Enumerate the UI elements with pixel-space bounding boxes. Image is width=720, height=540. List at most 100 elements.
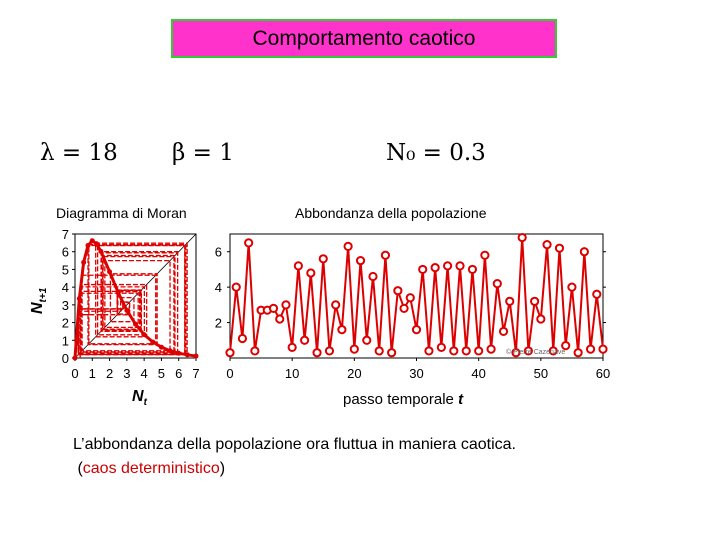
param-beta: β = 1: [172, 140, 234, 166]
moran-ytick-label: 0: [62, 351, 69, 366]
moran-curve-point: [167, 348, 173, 354]
series-xlabel: passo temporale t: [343, 391, 464, 408]
series-point: [561, 341, 571, 351]
series-xtick-label: 50: [534, 366, 548, 381]
series-point: [511, 348, 521, 358]
moran-title: Diagramma di Moran: [56, 205, 187, 221]
moran-curve-point: [133, 321, 138, 327]
series-point: [536, 314, 546, 324]
moran-curve-point: [76, 296, 82, 302]
series-point: [331, 300, 341, 310]
moran-xtick-label: 1: [89, 366, 96, 381]
series-xtick-label: 40: [471, 366, 485, 381]
series-ytick-label: 6: [215, 245, 222, 260]
series-point: [268, 303, 279, 314]
moran-xtick-label: 6: [175, 366, 182, 381]
moran-ytick-label: 7: [62, 227, 69, 242]
series-annotation: © Pierre Cazenave: [506, 348, 565, 356]
series-point: [225, 348, 235, 358]
series-point: [293, 261, 303, 271]
series-point: [405, 293, 415, 303]
series-point: [517, 232, 527, 243]
series-point: [312, 348, 322, 358]
moran-ytick-label: 2: [62, 316, 69, 331]
series-point: [237, 333, 248, 344]
moran-ytick-label: 1: [62, 333, 69, 348]
series-xtick-label: 30: [409, 366, 423, 381]
series-point: [530, 296, 540, 306]
moran-ytick-label: 3: [62, 298, 69, 313]
moran-curve-point: [94, 241, 100, 247]
moran-xtick-label: 2: [106, 366, 113, 381]
series-point: [480, 250, 490, 260]
series-xtick-label: 60: [596, 366, 610, 381]
caption-paren-open: (: [77, 460, 83, 477]
series-point: [585, 344, 596, 354]
series-point: [554, 243, 565, 253]
series-point: [486, 344, 496, 354]
moran-axes-box: [74, 233, 197, 359]
moran-xtick-label: 5: [158, 366, 165, 381]
series-point: [424, 346, 434, 356]
series-title: Abbondanza della popolazione: [295, 205, 487, 221]
series-point: [579, 247, 589, 257]
series-point: [455, 261, 465, 271]
series-point: [449, 346, 459, 356]
series-line: [229, 237, 604, 353]
title-box: Comportamento caotico: [171, 19, 557, 58]
moran-ytick-label: 5: [62, 262, 69, 277]
series-point: [542, 240, 552, 250]
param-n0: N₀ = 0.3: [386, 140, 486, 166]
series-ytick-label: 2: [215, 316, 222, 331]
series-point: [324, 346, 335, 356]
series-xtick-label: 10: [285, 366, 299, 381]
moran-curve-point: [158, 344, 164, 350]
series-point: [523, 346, 533, 356]
series-point: [498, 326, 509, 337]
series-point: [306, 268, 316, 278]
series-point: [374, 346, 384, 356]
series-point: [380, 250, 391, 260]
series-point: [598, 344, 608, 354]
moran-xtick-label: 7: [192, 366, 199, 381]
series-point: [442, 261, 453, 271]
series-point: [567, 282, 577, 292]
moran-xtick-label: 0: [71, 366, 78, 381]
series-point: [467, 264, 478, 275]
caption: L’abbondanza della popolazione ora flutt…: [73, 433, 516, 481]
moran-curve-point: [98, 248, 104, 254]
series-point: [300, 335, 310, 345]
series-point: [393, 286, 403, 296]
series-point: [349, 344, 359, 354]
caption-line-1: L’abbondanza della popolazione ora flutt…: [73, 436, 516, 453]
series-point: [505, 296, 515, 306]
series-point: [399, 303, 409, 314]
series-point: [368, 271, 378, 282]
series-point: [355, 255, 366, 266]
series-point: [244, 238, 254, 248]
moran-curve-point: [124, 307, 130, 313]
series-point: [281, 300, 291, 310]
series-point: [592, 289, 602, 299]
moran-curve-point: [72, 355, 78, 361]
series-ytick-label: 4: [215, 280, 222, 295]
moran-curve-point: [141, 332, 147, 338]
series-point: [287, 342, 297, 352]
series-point: [343, 241, 353, 252]
series-point: [492, 279, 502, 289]
series-point: [231, 282, 241, 292]
series-point: [418, 264, 428, 275]
moran-curve-point: [176, 350, 182, 356]
series-point: [548, 346, 558, 356]
moran-xtick-label: 3: [123, 366, 130, 381]
series-xtick-label: 20: [347, 366, 361, 381]
series-point: [436, 342, 446, 352]
moran-ytick-label: 6: [62, 245, 69, 260]
series-point: [461, 346, 471, 356]
moran-curve-point: [85, 243, 91, 249]
series-point: [362, 335, 372, 345]
moran-curve-point: [150, 339, 156, 345]
series-point: [387, 348, 397, 358]
